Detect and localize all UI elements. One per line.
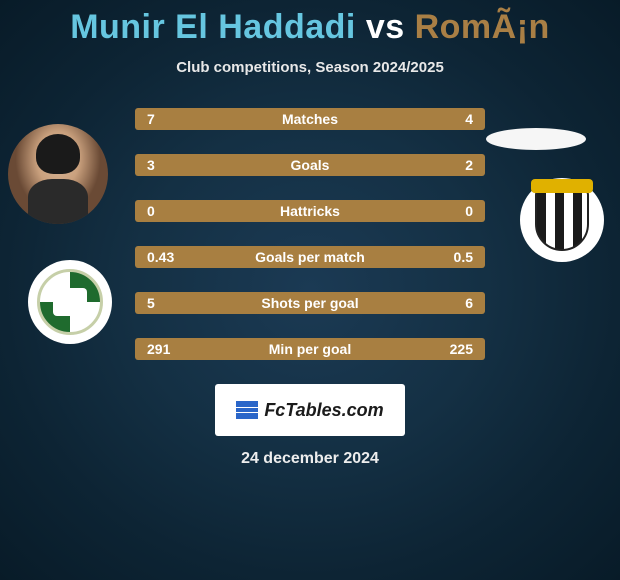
stat-row: 0 Hattricks 0 [135, 200, 485, 222]
stat-right-value: 225 [431, 341, 473, 357]
stat-left-value: 3 [147, 157, 189, 173]
stat-label: Goals [189, 157, 431, 173]
stat-right-value: 2 [431, 157, 473, 173]
stat-row: 5 Shots per goal 6 [135, 292, 485, 314]
stat-label: Shots per goal [189, 295, 431, 311]
stat-label: Hattricks [189, 203, 431, 219]
stat-row: 0.43 Goals per match 0.5 [135, 246, 485, 268]
stat-right-value: 0 [431, 203, 473, 219]
date-label: 24 december 2024 [241, 450, 379, 468]
stat-label: Min per goal [189, 341, 431, 357]
stat-right-value: 0.5 [431, 249, 473, 265]
stat-left-value: 0 [147, 203, 189, 219]
stat-row: 7 Matches 4 [135, 108, 485, 130]
stat-label: Matches [189, 111, 431, 127]
stat-label: Goals per match [189, 249, 431, 265]
stat-row: 3 Goals 2 [135, 154, 485, 176]
branding-text: FcTables.com [264, 400, 383, 421]
branding-badge: FcTables.com [215, 384, 405, 436]
stat-right-value: 4 [431, 111, 473, 127]
stat-left-value: 7 [147, 111, 189, 127]
stat-left-value: 0.43 [147, 249, 189, 265]
player2-name: RomÃ¡n [415, 8, 550, 46]
stats-list: 7 Matches 4 3 Goals 2 0 Hattricks 0 0.43… [135, 108, 485, 360]
stat-right-value: 6 [431, 295, 473, 311]
bars-icon [236, 401, 258, 419]
title-separator: vs [366, 8, 405, 46]
page-title: Munir El Haddadi vs RomÃ¡n [70, 8, 550, 47]
stat-left-value: 291 [147, 341, 189, 357]
subtitle: Club competitions, Season 2024/2025 [176, 59, 444, 76]
stat-row: 291 Min per goal 225 [135, 338, 485, 360]
stat-left-value: 5 [147, 295, 189, 311]
player1-name: Munir El Haddadi [70, 8, 356, 46]
